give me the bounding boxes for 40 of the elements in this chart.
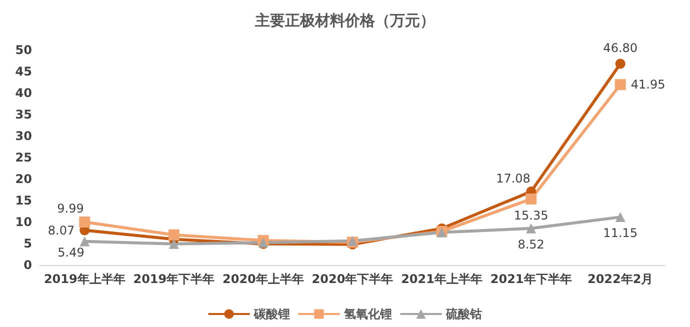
legend-label: 硫酸钴	[445, 307, 482, 321]
legend-label: 氢氧化锂	[343, 307, 392, 321]
y-tick-label: 30	[15, 129, 32, 143]
y-tick-label: 50	[15, 43, 32, 57]
chart-title: 主要正极材料价格（万元）	[254, 12, 435, 30]
y-tick-label: 45	[15, 64, 32, 78]
point	[615, 58, 626, 69]
point	[614, 79, 626, 90]
data-label: 46.80	[603, 40, 638, 55]
y-tick-label: 0	[24, 258, 32, 272]
point	[526, 223, 536, 234]
y-tick-label: 20	[15, 172, 32, 186]
y-tick-label: 40	[15, 86, 32, 100]
point	[79, 216, 90, 228]
y-tick-label: 15	[15, 194, 32, 208]
x-tick-label: 2020年下半年	[312, 272, 394, 286]
y-tick-label: 10	[15, 215, 32, 229]
data-label: 8.52	[518, 237, 544, 252]
data-label: 17.08	[496, 172, 530, 186]
point	[168, 229, 180, 240]
x-tick-label: 2020年上半年	[222, 272, 304, 286]
data-label: 5.49	[58, 245, 84, 260]
legend-label: 碳酸锂	[253, 307, 290, 321]
data-label: 41.95	[630, 78, 666, 92]
point	[526, 193, 537, 204]
x-tick-label: 2021年下半年	[490, 272, 572, 286]
x-tick-label: 2021年上半年	[401, 272, 482, 286]
y-tick-label: 25	[15, 150, 32, 164]
x-tick-label: 2019年下半年	[133, 272, 215, 286]
point	[168, 238, 179, 249]
x-tick-label: 2022年2月	[587, 272, 654, 286]
data-label: 9.99	[57, 202, 84, 216]
y-tick-label: 35	[15, 108, 32, 122]
point	[615, 212, 626, 222]
y-tick-label: 5	[24, 236, 32, 250]
data-label: 15.35	[514, 208, 548, 222]
data-label: 11.15	[603, 226, 638, 240]
x-tick-label: 2019年上半年	[44, 272, 126, 286]
data-label: 8.07	[48, 223, 75, 238]
point	[80, 236, 90, 246]
